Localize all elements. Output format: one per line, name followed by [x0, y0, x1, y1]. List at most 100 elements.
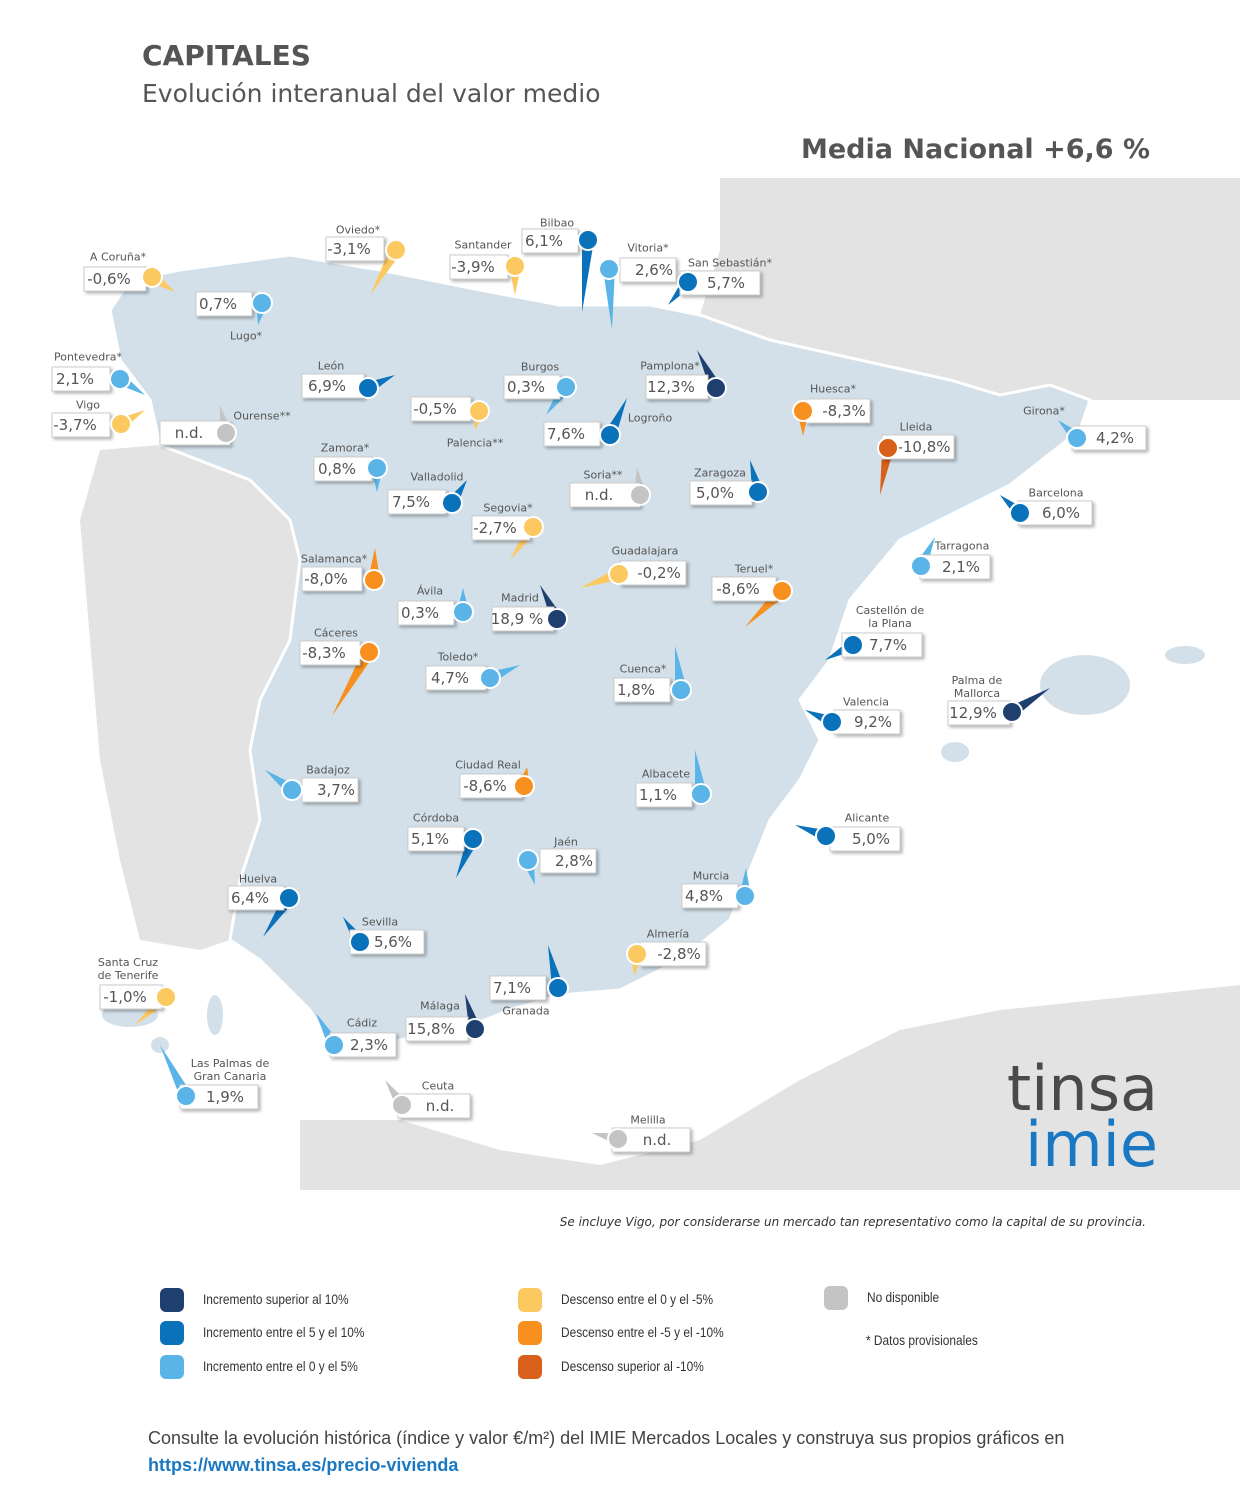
- city-name: Teruel*: [734, 562, 774, 576]
- marker: [175, 1085, 197, 1107]
- city-name: Sevilla: [361, 915, 399, 929]
- marker: [771, 580, 793, 602]
- city-name: Murcia: [692, 869, 730, 883]
- city-name: Cáceres: [313, 626, 359, 640]
- pointer: [582, 239, 594, 312]
- marker: [690, 783, 712, 805]
- marker: [504, 255, 526, 277]
- value-box: [491, 606, 555, 632]
- portugal: [80, 445, 300, 950]
- city-name: Lleida: [899, 420, 933, 434]
- marker: [1001, 701, 1023, 723]
- marker: [608, 563, 630, 585]
- marker: [1066, 427, 1088, 449]
- value-label: -8,6%: [716, 580, 760, 598]
- marker: [462, 828, 484, 850]
- city-name: Zamora*: [320, 441, 370, 455]
- value-box: [407, 826, 465, 852]
- value-label: 5,0%: [696, 484, 734, 502]
- value-label: 4,2%: [1096, 429, 1134, 447]
- marker: [910, 555, 932, 577]
- value-box: [619, 560, 687, 586]
- marker: [441, 492, 463, 514]
- marker: [323, 1034, 345, 1056]
- marker: [215, 422, 237, 444]
- value-label: 6,0%: [1042, 504, 1080, 522]
- value-label: 18,9 %: [491, 610, 543, 628]
- city-name: Salamanca*: [300, 552, 368, 566]
- value-box: [449, 254, 509, 280]
- city-name: Pamplona*: [640, 359, 700, 373]
- value-label: -8,3%: [302, 644, 346, 662]
- footer-link[interactable]: https://www.tinsa.es/precio-vivienda: [148, 1455, 459, 1475]
- value-label: 15,8%: [407, 1020, 455, 1038]
- value-label: 7,6%: [547, 425, 585, 443]
- city-name: Albacete: [641, 767, 691, 781]
- city-name: Cádiz: [346, 1016, 378, 1030]
- marker: [522, 516, 544, 538]
- value-box: [299, 640, 361, 666]
- value-label: -3,9%: [451, 258, 495, 276]
- marker: [385, 239, 407, 261]
- city-name: Melilla: [630, 1113, 666, 1127]
- footer-text: Consulte la evolución histórica (índice …: [148, 1428, 1065, 1448]
- value-label: 1,9%: [206, 1088, 244, 1106]
- city-name: Granada: [502, 1004, 550, 1018]
- marker: [468, 400, 490, 422]
- marker: [705, 377, 727, 399]
- value-label: -8,3%: [822, 402, 866, 420]
- value-label: -10,8%: [897, 438, 950, 456]
- value-label: 2,1%: [942, 558, 980, 576]
- logo-bottom: imie: [1025, 1108, 1158, 1181]
- marker: [670, 679, 692, 701]
- city-name: Segovia*: [483, 501, 533, 515]
- value-box: [689, 480, 753, 506]
- value-label: 7,7%: [869, 636, 907, 654]
- city-name: Huesca*: [809, 382, 857, 396]
- marker: [357, 377, 379, 399]
- city-name: Valladolid: [410, 470, 464, 484]
- value-label: 0,3%: [401, 604, 439, 622]
- value-box: [805, 398, 871, 424]
- value-label: -2,8%: [657, 945, 701, 963]
- value-label: n.d.: [585, 486, 614, 504]
- marker: [251, 292, 273, 314]
- city-name: Lugo*: [229, 329, 263, 343]
- legend-swatch: [518, 1355, 542, 1379]
- value-box: [619, 257, 677, 283]
- city-name: Badajoz: [306, 763, 350, 777]
- legend-swatch: [518, 1288, 542, 1312]
- city-name: Cuenca*: [619, 662, 667, 676]
- city-name: Ávila: [416, 584, 444, 598]
- subtitle: Evolución interanual del valor medio: [142, 79, 601, 108]
- spain: [108, 253, 1092, 1062]
- value-label: -0,6%: [87, 270, 131, 288]
- city-name: Logroño: [627, 411, 673, 425]
- value-box: [425, 665, 487, 691]
- value-label: 12,9%: [949, 704, 997, 722]
- pointer: [603, 268, 615, 330]
- note: Se incluye Vigo, por considerarse un mer…: [560, 1215, 1146, 1229]
- marker: [842, 634, 864, 656]
- ibiza: [941, 742, 969, 762]
- value-label: -0,2%: [637, 564, 681, 582]
- marker: [155, 986, 177, 1008]
- marker: [629, 484, 651, 506]
- value-label: -0,5%: [413, 400, 457, 418]
- marker: [599, 424, 621, 446]
- marker: [141, 266, 163, 288]
- city-name: Zaragoza: [694, 466, 746, 480]
- legend-swatch: [824, 1286, 848, 1310]
- city-name: Alicante: [844, 811, 890, 825]
- legend-label: Incremento superior al 10%: [203, 1291, 349, 1307]
- marker: [349, 931, 371, 953]
- city-name: Oviedo*: [335, 223, 381, 237]
- city-name: Palma de Mallorca: [951, 674, 1003, 700]
- value-label: 2,6%: [635, 261, 673, 279]
- value-box: [645, 374, 709, 400]
- value-label: 2,1%: [56, 370, 94, 388]
- value-box: [459, 773, 523, 799]
- city-name: Valencia: [842, 695, 890, 709]
- city-name: Vigo: [75, 398, 101, 412]
